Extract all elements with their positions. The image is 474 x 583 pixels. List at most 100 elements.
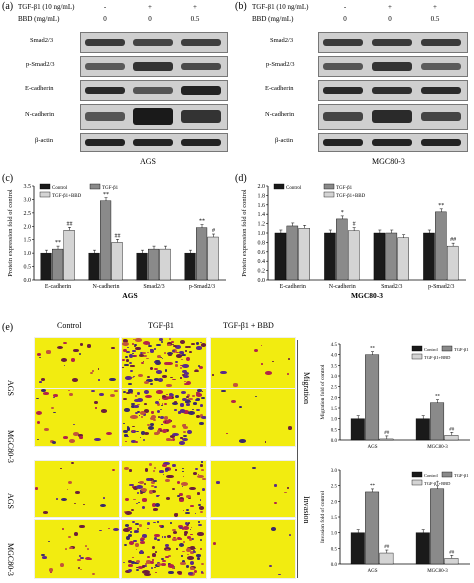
bar [286, 225, 299, 281]
significance-mark: ## [449, 427, 455, 432]
legend-label: TGF-β1 [454, 347, 469, 352]
x-tick-label: N-cadherin [329, 284, 356, 290]
significance-mark: ## [449, 550, 455, 555]
bar [136, 252, 148, 281]
legend-swatch [411, 479, 423, 486]
panel-b-bbd-val: 0 [388, 15, 392, 23]
y-tick-label: 1.8 [258, 193, 266, 199]
micrograph [121, 388, 207, 447]
micrograph [210, 519, 296, 579]
chart-invasion: 0.0 0.5 1.0 1.5 2.0 2.5 3.0 Invasion fold of co… [319, 469, 470, 574]
y-tick-label: 3.5 [331, 364, 338, 369]
panel-c-label: (c) [2, 173, 14, 184]
bar [324, 232, 336, 281]
micrograph [121, 337, 207, 389]
y-tick-label: 0.8 [258, 240, 266, 246]
legend-swatch [441, 471, 453, 478]
blot-psmad23 [80, 56, 228, 77]
bar [350, 532, 365, 565]
micrograph [34, 388, 120, 447]
y-tick-label: 1.0 [24, 251, 32, 257]
panel-b-bbd-val: 0 [343, 15, 347, 23]
panel-e-label: (e) [2, 322, 14, 333]
y-tick-label: 2.0 [331, 500, 338, 505]
legend-label: Control [424, 347, 439, 352]
panel-a-cell-line: AGS [140, 157, 157, 166]
panel-a-tgf-header: TGF-β1 (10 ng/mL) [18, 3, 75, 11]
panel-b-tgf-val: + [388, 3, 392, 11]
y-tick-label: 0.5 [331, 547, 338, 552]
panel-a-bbd-header: BBD (mg/mL) [18, 15, 60, 23]
x-tick-label: E-cadherin [45, 284, 71, 290]
micro-row-label: AGS [6, 493, 15, 510]
y-tick-label: 1.6 [258, 203, 266, 209]
blot-row-label: E-cadherin [25, 85, 54, 92]
x-tick-label: E-cadherin [280, 284, 306, 290]
x-tick-label: AGS [367, 445, 377, 450]
bar [111, 242, 123, 281]
micro-col-header: Control [57, 321, 82, 330]
significance-mark: ** [103, 192, 109, 198]
significance-mark: ## [384, 431, 390, 436]
bar [430, 488, 445, 565]
legend-label: TGF-β1 [336, 186, 353, 191]
panel-a-label: (a) [2, 1, 14, 12]
y-tick-label: 3.5 [24, 184, 32, 190]
panel-b-cell-line: MGC80-3 [372, 157, 405, 166]
y-tick-label: 3.0 [24, 197, 32, 203]
y-tick-label: 3.0 [331, 469, 338, 474]
bar [379, 438, 394, 441]
panel-a-bbd-val: 0 [148, 15, 152, 23]
legend-label: Control [52, 186, 68, 191]
x-tick-label: Smad2/3 [143, 284, 164, 290]
y-tick-label: 1.5 [24, 238, 32, 244]
bar [196, 227, 208, 281]
x-tick-label: AGS [367, 569, 377, 574]
panel-b-bbd-header: BBD (mg/mL) [252, 15, 294, 23]
blot-bactin [80, 133, 228, 152]
legend-swatch [89, 183, 101, 190]
bar [415, 532, 430, 565]
blot-ncadherin [318, 104, 468, 130]
chart-migration: 0.0 0.5 1.0 1.5 2.0 2.5 3.0 3.5 4.0 4.5 Migration … [319, 343, 470, 450]
chart-c: 0.0 0.5 1.0 1.5 2.0 2.5 3.0 3.5 Protein expressi… [7, 183, 226, 300]
blot-row-label: Smad2/3 [30, 37, 54, 44]
legend-label: TGF-β1 [102, 186, 119, 191]
micrograph [34, 337, 120, 389]
legend-label: TGF-β1+BBD [52, 194, 82, 199]
y-axis-label: Invasion fold of control [319, 490, 326, 543]
x-axis-label: MGC80-3 [351, 291, 383, 300]
blot-row-label: Smad2/3 [270, 37, 294, 44]
micrograph [34, 460, 120, 518]
significance-mark: ** [438, 203, 444, 209]
bar [415, 418, 430, 441]
y-tick-label: 0.0 [331, 439, 338, 444]
y-tick-label: 0.5 [24, 265, 32, 271]
panel-a-bbd-val: 0 [103, 15, 107, 23]
y-axis-label: Migration fold of control [319, 364, 326, 420]
bar [40, 252, 52, 281]
panel-a-tgf-val: + [193, 3, 197, 11]
legend-swatch [323, 183, 335, 190]
bar [446, 245, 459, 281]
bar [148, 248, 160, 281]
legend-label: TGF-β1+BBD [424, 355, 451, 360]
bar [365, 354, 380, 441]
legend-swatch [323, 191, 335, 198]
bar [373, 232, 386, 281]
bar [63, 230, 75, 281]
panel-a-tgf-val: + [148, 3, 152, 11]
blot-ecadherin [318, 80, 468, 101]
y-tick-label: 1.4 [258, 212, 266, 218]
y-tick-label: 0.6 [258, 250, 266, 256]
legend-swatch [411, 471, 423, 478]
micrograph [121, 519, 207, 579]
significance-mark: ** [55, 240, 61, 246]
y-tick-label: 0.4 [258, 259, 266, 265]
micro-col-header: TGF-β1 + BBD [223, 321, 274, 330]
section-divider [297, 340, 298, 578]
y-tick-label: 0.5 [331, 428, 338, 433]
bar [350, 418, 365, 441]
legend-label: TGF-β1+BBD [424, 481, 451, 486]
legend-swatch [39, 191, 51, 198]
